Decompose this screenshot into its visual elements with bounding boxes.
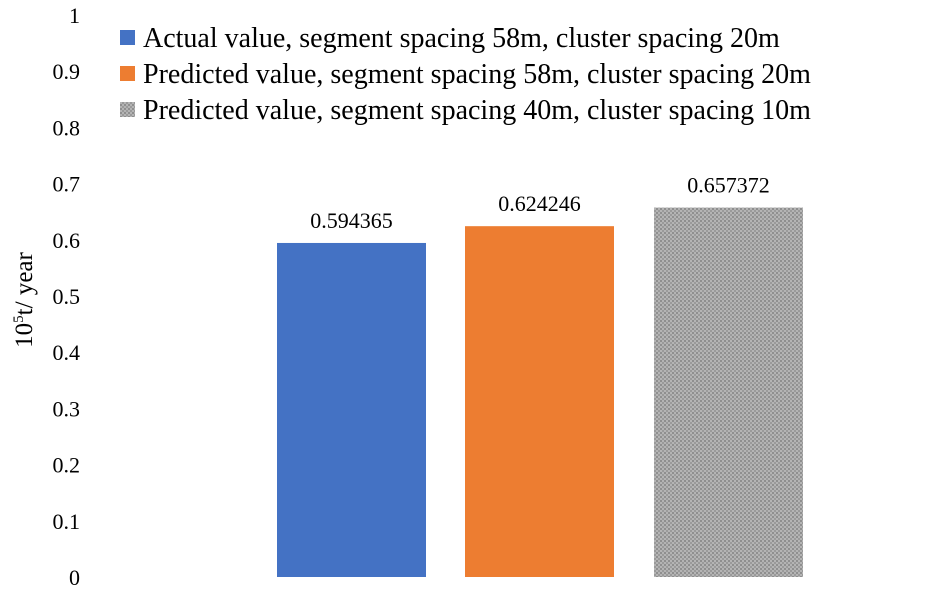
y-tick-label: 0.9	[53, 59, 81, 84]
y-tick-label: 0.4	[53, 340, 81, 365]
data-label: 0.657372	[687, 173, 770, 198]
y-tick-label: 1	[69, 3, 80, 28]
y-axis-ticks: 0 0.1 0.2 0.3 0.4 0.5 0.6 0.7 0.8 0.9 1	[53, 3, 81, 590]
legend-label: Predicted value, segment spacing 58m, cl…	[143, 59, 811, 90]
legend-label: Predicted value, segment spacing 40m, cl…	[143, 95, 811, 126]
data-labels: 0.594365 0.624246 0.657372	[310, 173, 770, 233]
y-axis-label: 105t/ year	[11, 252, 38, 348]
y-tick-label: 0.3	[53, 396, 81, 421]
data-label: 0.594365	[310, 208, 393, 233]
bar	[277, 242, 426, 578]
y-tick-label: 0.1	[53, 509, 81, 534]
legend-label: Actual value, segment spacing 58m, clust…	[143, 23, 780, 54]
y-tick-label: 0.5	[53, 284, 81, 309]
bars	[277, 207, 803, 578]
legend-swatch	[120, 66, 135, 81]
y-tick-label: 0.8	[53, 115, 81, 140]
bar	[654, 207, 803, 577]
y-tick-label: 0	[69, 565, 80, 590]
y-tick-label: 0.7	[53, 172, 81, 197]
y-tick-label: 0.2	[53, 453, 81, 478]
legend-swatch	[120, 102, 135, 117]
legend: Actual value, segment spacing 58m, clust…	[120, 23, 811, 126]
legend-swatch	[120, 30, 135, 45]
bar	[465, 226, 614, 577]
y-tick-label: 0.6	[53, 228, 81, 253]
data-label: 0.624246	[498, 191, 581, 216]
